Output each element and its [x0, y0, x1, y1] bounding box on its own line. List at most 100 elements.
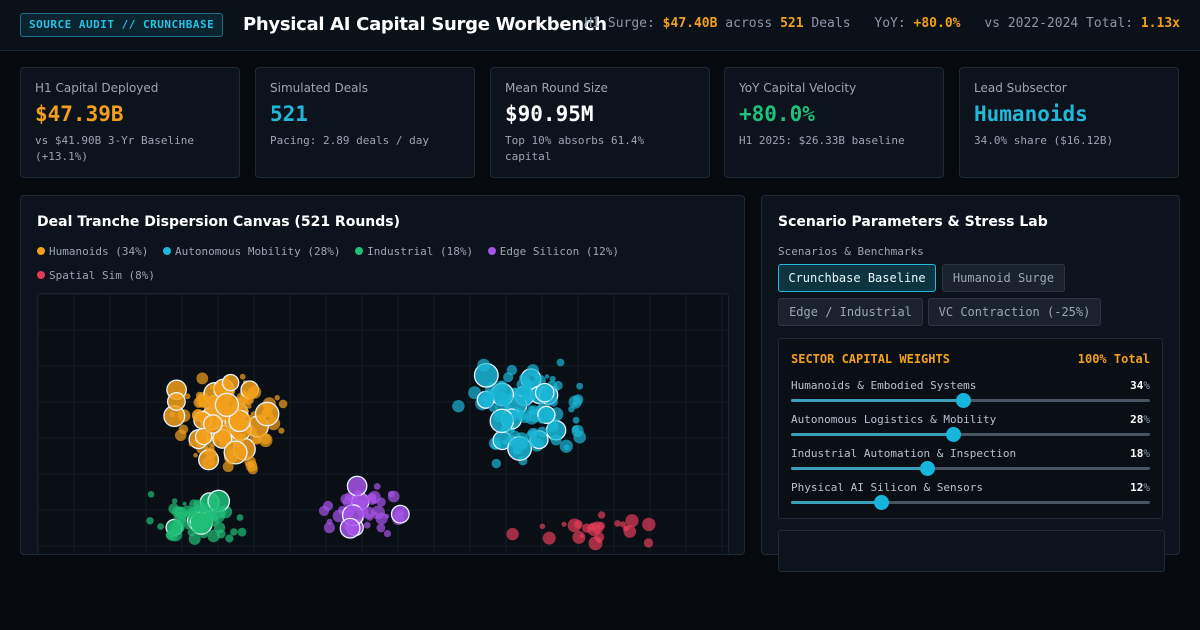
weight-slider-track[interactable] — [791, 461, 1150, 476]
deal-bubble[interactable] — [260, 433, 271, 445]
deal-bubble[interactable] — [503, 424, 512, 432]
deal-bubble[interactable] — [171, 498, 178, 504]
deal-bubble[interactable] — [534, 382, 555, 403]
deal-bubble[interactable] — [198, 401, 204, 407]
deal-bubble[interactable] — [503, 415, 513, 425]
deal-bubble[interactable] — [614, 520, 621, 527]
deal-bubble[interactable] — [567, 518, 582, 533]
deal-bubble[interactable] — [182, 501, 187, 506]
deal-bubble[interactable] — [157, 523, 164, 530]
deal-bubble[interactable] — [643, 538, 654, 548]
scenario-vc-contraction-button[interactable]: VC Contraction (-25%) — [928, 298, 1101, 326]
deal-bubble[interactable] — [548, 397, 558, 407]
scenario-crunchbase-baseline-button[interactable]: Crunchbase Baseline — [778, 264, 936, 292]
weight-slider-handle[interactable] — [956, 393, 972, 408]
deal-bubble[interactable] — [531, 428, 538, 435]
deal-bubble[interactable] — [373, 511, 378, 516]
deal-bubble[interactable] — [323, 522, 335, 534]
weight-slider-handle[interactable] — [920, 461, 936, 476]
deal-bubble[interactable] — [205, 447, 217, 459]
deal-bubble[interactable] — [526, 364, 539, 377]
weight-slider-track[interactable] — [791, 495, 1150, 510]
deal-bubble[interactable] — [339, 517, 361, 539]
deal-bubble[interactable] — [361, 506, 375, 519]
deal-bubble[interactable] — [278, 399, 288, 409]
deal-bubble[interactable] — [193, 452, 198, 458]
deal-bubble[interactable] — [246, 426, 257, 437]
deal-bubble[interactable] — [187, 507, 198, 518]
deal-bubble[interactable] — [373, 483, 381, 490]
deal-bubble[interactable] — [146, 517, 154, 525]
deal-bubble[interactable] — [527, 405, 536, 414]
deal-bubble[interactable] — [203, 503, 209, 510]
deal-bubble[interactable] — [175, 429, 187, 441]
deal-bubble[interactable] — [168, 527, 183, 542]
deal-bubble[interactable] — [332, 509, 346, 523]
deal-bubble[interactable] — [222, 461, 234, 473]
deal-bubble[interactable] — [274, 395, 280, 401]
deal-bubble[interactable] — [198, 429, 203, 434]
deal-bubble[interactable] — [493, 411, 505, 423]
deal-bubble[interactable] — [536, 426, 548, 438]
deal-bubble[interactable] — [556, 358, 565, 367]
deal-bubble[interactable] — [544, 374, 550, 379]
deal-bubble[interactable] — [213, 384, 220, 392]
deal-bubble[interactable] — [218, 432, 224, 438]
deal-bubble[interactable] — [342, 497, 354, 508]
deal-bubble[interactable] — [246, 388, 257, 400]
deal-bubble[interactable] — [188, 442, 194, 447]
weight-slider-track[interactable] — [791, 393, 1150, 408]
deal-bubble[interactable] — [387, 490, 395, 498]
deal-bubble[interactable] — [254, 401, 280, 427]
deal-bubble[interactable] — [239, 432, 247, 440]
deal-bubble[interactable] — [527, 391, 537, 401]
deal-bubble[interactable] — [553, 380, 563, 391]
deal-bubble[interactable] — [247, 404, 252, 409]
deal-bubble[interactable] — [481, 389, 495, 404]
deal-bubble[interactable] — [214, 392, 240, 417]
deal-bubble[interactable] — [192, 514, 206, 528]
deal-bubble[interactable] — [237, 527, 247, 537]
deal-bubble[interactable] — [278, 427, 285, 434]
deal-bubble[interactable] — [221, 398, 227, 403]
deal-bubble[interactable] — [207, 529, 220, 543]
deal-bubble[interactable] — [572, 416, 580, 424]
deal-bubble[interactable] — [245, 460, 258, 472]
deal-bubble[interactable] — [322, 500, 334, 511]
deal-bubble[interactable] — [491, 458, 501, 469]
deal-bubble[interactable] — [488, 403, 498, 413]
deal-bubble[interactable] — [193, 499, 205, 511]
deal-bubble[interactable] — [572, 530, 586, 544]
weight-slider-handle[interactable] — [945, 427, 961, 442]
deal-bubble[interactable] — [257, 413, 266, 423]
deal-bubble[interactable] — [494, 441, 500, 446]
deal-bubble[interactable] — [326, 518, 333, 525]
deal-bubble[interactable] — [494, 391, 508, 406]
deal-bubble[interactable] — [375, 512, 388, 525]
deal-bubble[interactable] — [597, 521, 606, 530]
deal-bubble[interactable] — [619, 521, 627, 528]
deal-bubble[interactable] — [503, 403, 511, 410]
deal-bubble[interactable] — [196, 372, 209, 385]
deal-bubble[interactable] — [588, 536, 603, 551]
deal-bubble[interactable] — [587, 523, 596, 532]
deal-bubble[interactable] — [354, 489, 362, 497]
deal-bubble[interactable] — [550, 434, 562, 446]
deal-bubble[interactable] — [184, 393, 191, 400]
deal-bubble[interactable] — [515, 432, 528, 445]
deal-bubble[interactable] — [477, 358, 491, 372]
deal-bubble[interactable] — [597, 511, 606, 519]
deal-bubble[interactable] — [561, 521, 567, 527]
deal-bubble[interactable] — [452, 400, 465, 413]
deal-bubble[interactable] — [223, 440, 248, 465]
deal-bubble[interactable] — [568, 406, 575, 413]
deal-bubble[interactable] — [204, 428, 211, 435]
deal-bubble[interactable] — [216, 529, 226, 539]
deal-bubble[interactable] — [213, 506, 226, 519]
scenario-edge-industrial-button[interactable]: Edge / Industrial — [778, 298, 923, 326]
deal-bubble[interactable] — [245, 414, 253, 422]
deal-bubble[interactable] — [147, 491, 155, 498]
deal-bubble[interactable] — [204, 511, 216, 523]
deal-bubble[interactable] — [506, 527, 519, 541]
deal-bubble[interactable] — [625, 514, 639, 528]
